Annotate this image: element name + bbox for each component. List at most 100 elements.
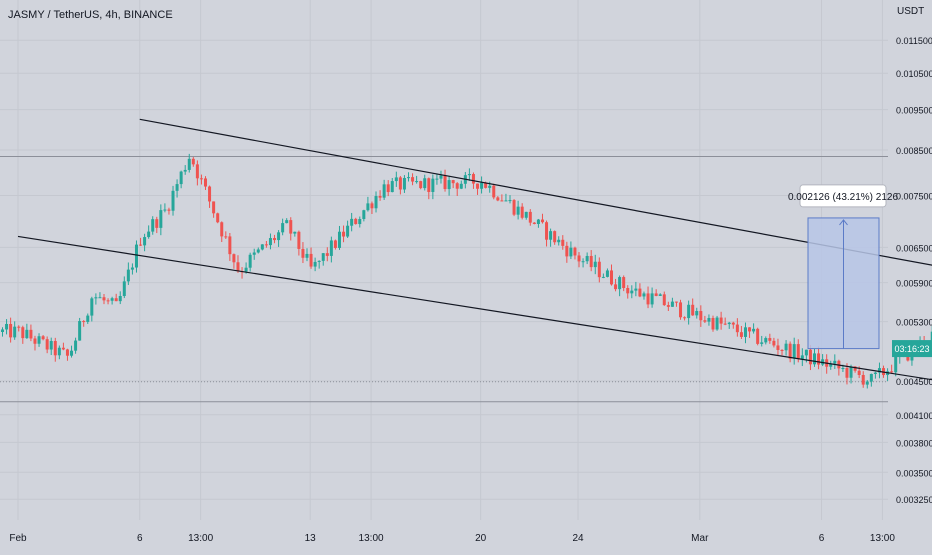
symbol-title: JASMY / TetherUS, 4h, BINANCE <box>8 9 173 21</box>
candle-body <box>333 240 337 248</box>
candle-body <box>853 366 857 371</box>
candle-body <box>727 322 731 325</box>
candle-body <box>147 231 151 238</box>
candle-body <box>703 320 707 322</box>
time-tick-label: 20 <box>475 533 487 544</box>
price-tick-label: 0.003500 <box>896 468 932 478</box>
candle-body <box>313 261 317 267</box>
price-tick-label: 0.007500 <box>896 191 932 201</box>
candle-body <box>228 236 232 255</box>
candle-body <box>289 220 293 234</box>
candle-body <box>748 327 752 332</box>
candle-body <box>549 231 553 240</box>
candle-body <box>784 343 788 351</box>
candle-body <box>634 288 638 291</box>
candle-body <box>244 267 248 272</box>
candle-body <box>191 158 195 165</box>
candle-body <box>49 340 53 350</box>
candle-body <box>642 293 646 297</box>
candle-body <box>467 174 471 176</box>
time-tick-label: 6 <box>137 533 143 544</box>
candle-body <box>382 184 386 198</box>
candle-body <box>37 336 41 344</box>
candle-body <box>731 322 735 325</box>
candle-body <box>90 298 94 316</box>
candle-body <box>423 178 427 189</box>
candle-body <box>488 185 492 188</box>
candle-body <box>861 374 865 385</box>
candle-body <box>386 184 390 193</box>
candle-body <box>796 344 800 359</box>
candle-body <box>94 297 98 299</box>
candle-body <box>512 200 516 215</box>
candle-body <box>764 338 768 343</box>
candle-body <box>390 181 394 193</box>
candle-body <box>297 231 301 249</box>
candle-body <box>569 247 573 257</box>
horizontal-levels <box>0 155 888 403</box>
measure-label: 0.002126 (43.21%) 2126 <box>788 192 899 203</box>
candle-body <box>715 317 719 330</box>
candle-body <box>435 178 439 180</box>
price-tick-label: 0.010500 <box>896 69 932 79</box>
candle-body <box>707 317 711 322</box>
measure-arrow-head <box>839 219 848 226</box>
candle-body <box>476 183 480 189</box>
candle-body <box>894 356 898 373</box>
candle-body <box>711 317 715 330</box>
candle-body <box>362 210 366 220</box>
candle-body <box>662 294 666 306</box>
candle-body <box>585 255 589 262</box>
candle-body <box>614 284 618 290</box>
candle-body <box>342 231 346 237</box>
candle-body <box>480 182 484 189</box>
candle-body <box>139 244 143 246</box>
candle-body <box>780 349 784 351</box>
candle-body <box>407 177 410 179</box>
candle-body <box>658 294 662 296</box>
candle-body <box>687 304 691 319</box>
candle-body <box>589 255 593 268</box>
candle-body <box>1 329 4 332</box>
candle-body <box>204 178 207 187</box>
candle-body <box>350 218 354 226</box>
time-tick-label: 6 <box>819 533 825 544</box>
candle-body <box>102 297 106 301</box>
candle-body <box>768 338 772 341</box>
candle-body <box>285 220 289 224</box>
candle-body <box>13 326 17 338</box>
descending-channel[interactable] <box>17 118 932 450</box>
candle-body <box>268 238 272 246</box>
candle-body <box>366 203 370 211</box>
candle-body <box>301 248 305 258</box>
price-tick-label: 0.003250 <box>896 495 932 505</box>
candle-body <box>171 190 175 211</box>
candle-body <box>622 277 626 288</box>
candle-body <box>536 219 540 224</box>
candle-body <box>61 347 65 350</box>
candle-body <box>106 300 110 302</box>
price-range-measure[interactable]: 0.002126 (43.21%) 2126 <box>788 184 899 350</box>
time-tick-label: 13:00 <box>188 533 213 544</box>
candle-body <box>528 211 532 223</box>
candle-body <box>134 244 138 268</box>
candle-body <box>29 329 33 339</box>
candle-body <box>427 178 431 192</box>
candle-body <box>232 254 236 263</box>
price-tick-label: 0.003800 <box>896 438 932 448</box>
candle-body <box>756 328 760 344</box>
candle-body <box>451 180 455 184</box>
candle-body <box>577 255 581 262</box>
candle-body <box>618 277 622 290</box>
candle-body <box>248 254 252 268</box>
candle-body <box>78 321 82 341</box>
candle-body <box>553 231 557 243</box>
candle-body <box>565 245 569 257</box>
candle-body <box>504 200 508 202</box>
candle-body <box>638 288 642 297</box>
candle-body <box>516 206 520 215</box>
candle-body <box>155 219 159 228</box>
candle-body <box>354 218 358 225</box>
